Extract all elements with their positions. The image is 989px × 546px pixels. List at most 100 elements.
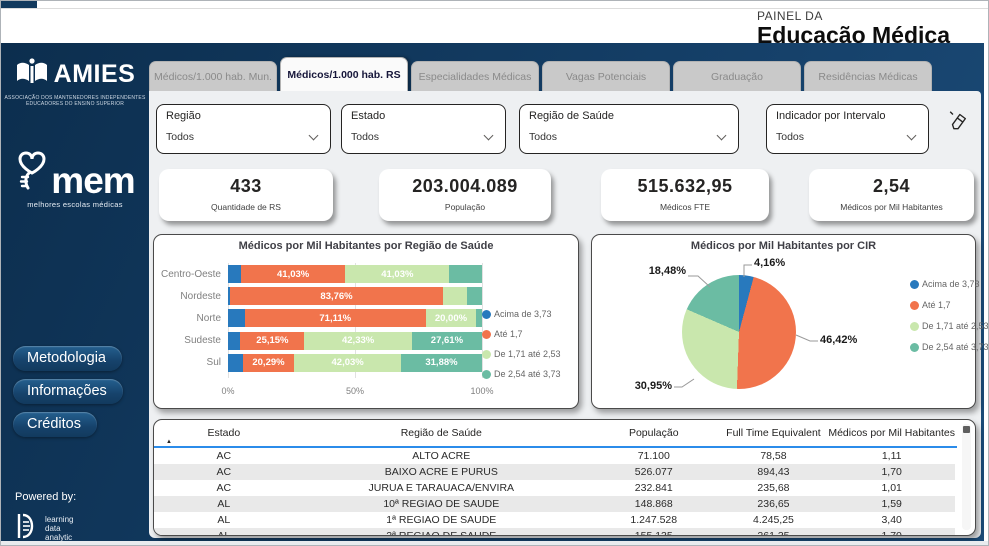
table-row-al-1-regiao-de-saude[interactable]: AL 1ª REGIAO DE SAUDE 1.247.528 4.245,25 3,4… bbox=[154, 512, 955, 528]
cell-full-time-equivalent: 236,65 bbox=[757, 498, 790, 510]
lda-d-icon bbox=[15, 511, 41, 545]
column-header-full-time-equivalent[interactable]: Full Time Equivalent bbox=[726, 427, 821, 439]
clear-all-slicers-button[interactable] bbox=[947, 109, 969, 131]
legend-item-de-1-71-ate-2-53[interactable]: De 1,71 até 2,53 bbox=[482, 349, 574, 359]
bar-segment-nordeste-ate-1-7[interactable]: 83,76% bbox=[230, 287, 443, 306]
bar-category-label-centro-oeste: Centro-Oeste bbox=[160, 268, 221, 280]
bar-segment-sul-de-1-71-ate-2-53[interactable]: 42,03% bbox=[294, 353, 401, 372]
legend-item-acima-de-3-73[interactable]: Acima de 3,73 bbox=[482, 309, 574, 319]
pie-label-171-253: 30,95% bbox=[634, 380, 672, 392]
bar-row-centro-oeste: Centro-Oeste 41,03% 41,03% bbox=[154, 263, 482, 285]
legend-item-de-2-54-ate-3-73[interactable]: De 2,54 até 3,73 bbox=[482, 369, 574, 379]
bar-segment-sul-ate-1-7[interactable]: 20,29% bbox=[242, 353, 295, 372]
sidebar: AMIES ASSOCIAÇÃO DOS MANTENEDORES INDEPE… bbox=[1, 43, 149, 543]
kpi-value-quantidade-de-rs: 433 bbox=[230, 176, 262, 196]
cell-estado: AC bbox=[216, 450, 232, 462]
column-header-regiao-de-saude[interactable]: Região de Saúde bbox=[400, 427, 482, 439]
legend-dot-icon bbox=[482, 369, 491, 379]
cell-medicos-por-mil-habitantes: 1,11 bbox=[881, 450, 902, 462]
table-scrollbar-track bbox=[962, 424, 971, 530]
bar-segment-centro-oeste-de-2-54-ate-3-73[interactable] bbox=[449, 265, 482, 284]
kpi-label-medicos-fte: Médicos FTE bbox=[659, 202, 711, 212]
legend-item-ate-1-7[interactable]: Até 1,7 bbox=[910, 300, 976, 310]
bar-segment-nordeste-de-2-54-ate-3-73[interactable] bbox=[466, 287, 482, 306]
tab-vagas-potenciais[interactable]: Vagas Potenciais bbox=[542, 61, 670, 91]
legend-dot-icon bbox=[910, 279, 919, 289]
slicer-label-estado: Estado bbox=[351, 110, 386, 122]
cell-populacao: 526.077 bbox=[634, 466, 673, 478]
bar-segment-sudeste-de-1-71-ate-2-53[interactable]: 42,33% bbox=[304, 331, 412, 350]
tab-especialidades-medicas[interactable]: Especialidades Médicas bbox=[411, 61, 539, 91]
pie-chart-title: Médicos por Mil Habitantes por CIR bbox=[690, 240, 877, 252]
bottom-strip bbox=[1, 541, 988, 545]
bar-segment-sudeste-ate-1-7[interactable]: 25,15% bbox=[240, 331, 305, 350]
sort-ascending-icon[interactable]: ▲ bbox=[166, 439, 172, 445]
lda-wordmark: learning data analytic bbox=[45, 514, 74, 543]
bar-segment-centro-oeste-de-1-71-ate-2-53[interactable]: 41,03% bbox=[345, 265, 450, 284]
pie-chart-legend: Acima de 3,73 Até 1,7 De 1,71 até 2,53 De 2… bbox=[910, 279, 988, 352]
slicer-indicador-por-intervalo: Indicador por Intervalo Todos bbox=[766, 104, 929, 154]
sidebar-button-informacoes[interactable]: Informações bbox=[13, 379, 123, 404]
tab-medicos-1-000-hab-rs[interactable]: Médicos/1.000 hab. RS bbox=[280, 57, 408, 91]
bar-category-label-sudeste: Sudeste bbox=[184, 335, 221, 347]
bar-segment-sul-de-2-54-ate-3-73[interactable]: 31,88% bbox=[401, 353, 482, 372]
tab-graduacao[interactable]: Graduação bbox=[673, 61, 801, 91]
bar-segment-sudeste-de-2-54-ate-3-73[interactable]: 27,61% bbox=[411, 331, 482, 350]
bar-chart: Centro-Oeste 41,03% 41,03% Nordeste 83,76% No… bbox=[154, 259, 578, 408]
table-row-al-2-regiao-de-saude[interactable]: AL 2ª REGIAO DE SAUDE 155.135 261,35 1,70 bbox=[154, 528, 955, 536]
table-row-ac-alto-acre[interactable]: AC ALTO ACRE 71.100 78,58 1,11 bbox=[154, 448, 955, 464]
bar-segment-norte-acima-de-3-73[interactable] bbox=[228, 309, 245, 328]
amies-logo: AMIES ASSOCIAÇÃO DOS MANTENEDORES INDEPE… bbox=[1, 57, 149, 108]
kpi-label-populacao: População bbox=[444, 202, 486, 212]
slicer-dropdown-regiao[interactable]: Todos bbox=[166, 130, 321, 143]
sidebar-button-metodologia[interactable]: Metodologia bbox=[13, 346, 122, 371]
column-header-medicos-por-mil-habitantes[interactable]: Médicos por Mil Habitantes bbox=[828, 427, 955, 439]
bar-segment-centro-oeste-ate-1-7[interactable]: 41,03% bbox=[241, 265, 346, 284]
slicer-value-regiao: Todos bbox=[166, 131, 195, 143]
top-hairline bbox=[1, 8, 988, 9]
legend-dot-icon bbox=[910, 321, 919, 331]
bar-segment-norte-de-2-54-ate-3-73[interactable] bbox=[476, 309, 482, 328]
table-row-ac-jurua-e-tarauaca-envira[interactable]: AC JURUA E TARAUACA/ENVIRA 232.841 235,68 1,… bbox=[154, 480, 955, 496]
tab-residencias-medicas[interactable]: Residências Médicas bbox=[804, 61, 932, 91]
cell-estado: AL bbox=[217, 498, 231, 510]
bar-segment-nordeste-acima-de-3-73[interactable] bbox=[228, 287, 231, 306]
bar-sul: 20,29% 42,03% 31,88% bbox=[228, 353, 482, 372]
cell-full-time-equivalent: 235,68 bbox=[757, 482, 790, 494]
bar-row-norte: Norte 71,11% 20,00% bbox=[154, 307, 482, 329]
cell-regiao-de-saude: 2ª REGIAO DE SAUDE bbox=[386, 530, 497, 536]
legend-label: Até 1,7 bbox=[494, 329, 523, 339]
tab-medicos-1-000-hab-mun[interactable]: Médicos/1.000 hab. Mun. bbox=[149, 61, 277, 91]
legend-label: Até 1,7 bbox=[922, 300, 951, 310]
cell-regiao-de-saude: BAIXO ACRE E PURUS bbox=[384, 466, 498, 478]
sidebar-button-creditos[interactable]: Créditos bbox=[13, 412, 97, 437]
bar-segment-centro-oeste-acima-de-3-73[interactable] bbox=[228, 265, 242, 284]
cell-populacao: 155.135 bbox=[634, 530, 673, 536]
table-row-al-10-regiao-de-saude[interactable]: AL 10ª REGIAO DE SAUDE 148.868 236,65 1,59 bbox=[154, 496, 955, 512]
legend-item-de-1-71-ate-2-53[interactable]: De 1,71 até 2,53 bbox=[910, 321, 988, 331]
legend-item-acima-de-3-73[interactable]: Acima de 3,73 bbox=[910, 279, 980, 289]
kpi-label-quantidade-de-rs: Quantidade de RS bbox=[211, 202, 281, 212]
column-header-estado[interactable]: Estado bbox=[207, 427, 241, 439]
dashboard-body: AMIES ASSOCIAÇÃO DOS MANTENEDORES INDEPE… bbox=[1, 43, 988, 543]
table-row-ac-baixo-acre-e-purus[interactable]: AC BAIXO ACRE E PURUS 526.077 894,43 1,70 bbox=[154, 464, 955, 480]
slicer-dropdown-estado[interactable]: Todos bbox=[351, 130, 496, 143]
report-title-block: PAINEL DA Educação Médica bbox=[757, 9, 950, 47]
column-header-populacao[interactable]: População bbox=[628, 427, 679, 439]
pie-chart[interactable] bbox=[682, 275, 796, 389]
slicer-dropdown-regiao-de-saude[interactable]: Todos bbox=[529, 130, 729, 143]
bar-segment-sudeste-acima-de-3-73[interactable] bbox=[228, 331, 241, 350]
cell-medicos-por-mil-habitantes: 3,40 bbox=[881, 514, 902, 526]
bar-centro-oeste: 41,03% 41,03% bbox=[228, 265, 482, 284]
bar-segment-norte-de-1-71-ate-2-53[interactable]: 20,00% bbox=[425, 309, 477, 328]
chevron-down-icon bbox=[308, 130, 319, 140]
legend-item-ate-1-7[interactable]: Até 1,7 bbox=[482, 329, 574, 339]
bar-segment-sul-acima-de-3-73[interactable] bbox=[228, 353, 243, 372]
table-scrollbar-thumb[interactable] bbox=[963, 426, 970, 433]
table-panel: ▲ Estado Região de Saúde População Full Tim… bbox=[153, 419, 976, 536]
legend-item-de-2-54-ate-3-73[interactable]: De 2,54 até 3,73 bbox=[910, 342, 988, 352]
kpi-card-medicos-por-mil-habitantes: 2,54 Médicos por Mil Habitantes bbox=[809, 169, 974, 221]
bar-segment-norte-ate-1-7[interactable]: 71,11% bbox=[244, 309, 426, 328]
bar-segment-nordeste-de-1-71-ate-2-53[interactable] bbox=[442, 287, 467, 306]
slicer-dropdown-indicador-por-intervalo[interactable]: Todos bbox=[776, 130, 919, 143]
